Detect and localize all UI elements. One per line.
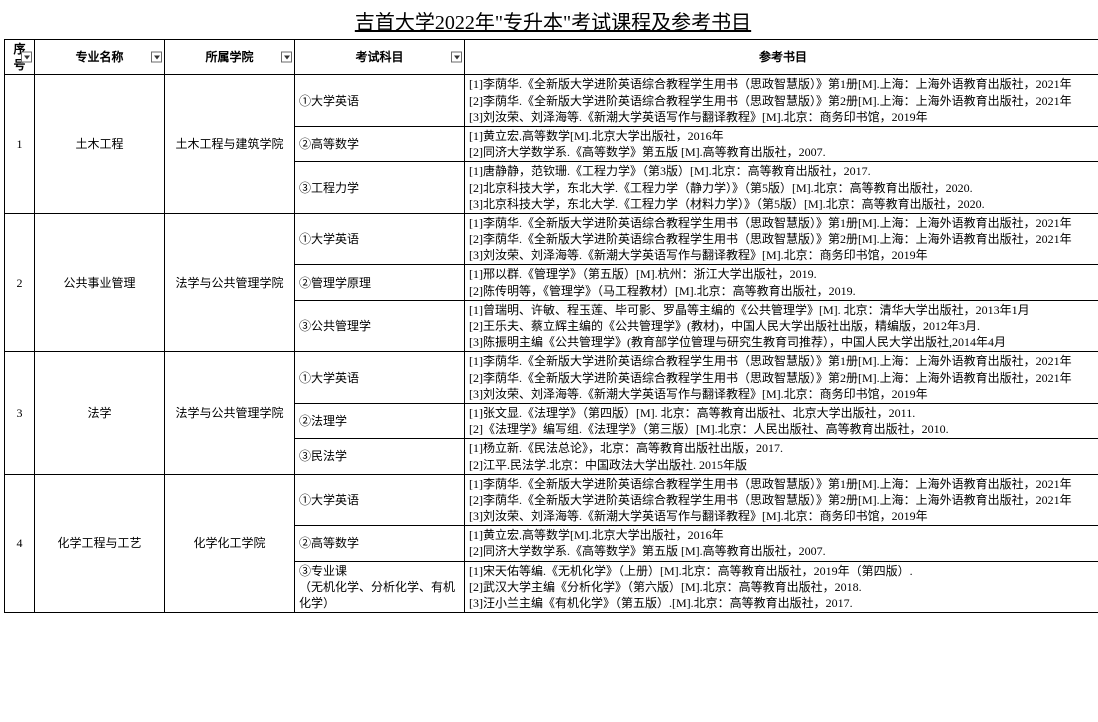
cell-ref: [1]张文显.《法理学》（第四版）[M]. 北京：高等教育出版社、北京大学出版社… — [465, 403, 1098, 438]
cell-subject: ②管理学原理 — [295, 265, 465, 300]
ref-line: [3]刘汝荣、刘泽海等.《新潮大学英语写作与翻译教程》[M].北京：商务印书馆，… — [469, 247, 1097, 263]
cell-subject: ①大学英语 — [295, 213, 465, 265]
cell-dept: 土木工程与建筑学院 — [165, 75, 295, 214]
filter-icon[interactable] — [451, 52, 462, 63]
cell-subject: ③民法学 — [295, 439, 465, 474]
cell-major: 化学工程与工艺 — [35, 474, 165, 613]
filter-icon[interactable] — [151, 52, 162, 63]
cell-dept: 法学与公共管理学院 — [165, 352, 295, 474]
cell-subject: ③公共管理学 — [295, 300, 465, 352]
cell-ref: [1]李荫华.《全新版大学进阶英语综合教程学生用书（思政智慧版）》第1册[M].… — [465, 75, 1098, 127]
ref-line: [1]黄立宏.高等数学[M].北京大学出版社，2016年 — [469, 128, 1097, 144]
header-major[interactable]: 专业名称 — [35, 40, 165, 75]
table-header-row: 序号 专业名称 所属学院 考试科目 参考书目 — [5, 40, 1098, 75]
ref-line: [1]杨立新.《民法总论》，北京：高等教育出版社出版，2017. — [469, 440, 1097, 456]
ref-line: [1]宋天佑等编.《无机化学》（上册）[M].北京：高等教育出版社，2019年（… — [469, 563, 1097, 579]
cell-major: 法学 — [35, 352, 165, 474]
ref-line: [1]李荫华.《全新版大学进阶英语综合教程学生用书（思政智慧版）》第1册[M].… — [469, 476, 1097, 492]
ref-line: [2]陈传明等，《管理学》（马工程教材）[M].北京：高等教育出版社，2019. — [469, 283, 1097, 299]
ref-line: [3]汪小兰主编《有机化学》（第五版）.[M].北京：高等教育出版社，2017. — [469, 595, 1097, 611]
ref-line: [3]北京科技大学，东北大学.《工程力学（材料力学）》（第5版）[M].北京：高… — [469, 196, 1097, 212]
cell-subject: ③专业课 （无机化学、分析化学、有机化学） — [295, 561, 465, 613]
ref-line: [1]李荫华.《全新版大学进阶英语综合教程学生用书（思政智慧版）》第1册[M].… — [469, 76, 1097, 92]
header-ref: 参考书目 — [465, 40, 1098, 75]
cell-ref: [1]李荫华.《全新版大学进阶英语综合教程学生用书（思政智慧版）》第1册[M].… — [465, 474, 1098, 526]
ref-line: [3]刘汝荣、刘泽海等.《新潮大学英语写作与翻译教程》[M].北京：商务印书馆，… — [469, 508, 1097, 524]
cell-major: 土木工程 — [35, 75, 165, 214]
course-table: 序号 专业名称 所属学院 考试科目 参考书目 1土木工程土木工程与建筑学院①大学… — [4, 39, 1098, 613]
page-title: 吉首大学2022年"专升本"考试课程及参考书目 — [4, 6, 1098, 35]
cell-subject: ①大学英语 — [295, 75, 465, 127]
ref-line: [1]唐静静，范钦珊.《工程力学》（第3版）[M].北京：高等教育出版社，201… — [469, 163, 1097, 179]
cell-ref: [1]李荫华.《全新版大学进阶英语综合教程学生用书（思政智慧版）》第1册[M].… — [465, 352, 1098, 404]
cell-subject: ②高等数学 — [295, 526, 465, 561]
cell-ref: [1]李荫华.《全新版大学进阶英语综合教程学生用书（思政智慧版）》第1册[M].… — [465, 213, 1098, 265]
cell-dept: 法学与公共管理学院 — [165, 213, 295, 352]
header-major-label: 专业名称 — [75, 50, 123, 64]
ref-line: [3]陈振明主编《公共管理学》(教育部学位管理与研究生教育司推荐），中国人民大学… — [469, 334, 1097, 350]
cell-subject: ①大学英语 — [295, 352, 465, 404]
cell-subject: ②高等数学 — [295, 126, 465, 161]
ref-line: [3]刘汝荣、刘泽海等.《新潮大学英语写作与翻译教程》[M].北京：商务印书馆，… — [469, 109, 1097, 125]
header-subject-label: 考试科目 — [355, 50, 403, 64]
table-row: 1土木工程土木工程与建筑学院①大学英语[1]李荫华.《全新版大学进阶英语综合教程… — [5, 75, 1098, 127]
cell-idx: 4 — [5, 474, 35, 613]
ref-line: [1]邢以群.《管理学》（第五版）[M].杭州：浙江大学出版社，2019. — [469, 266, 1097, 282]
cell-subject: ②法理学 — [295, 403, 465, 438]
ref-line: [1]李荫华.《全新版大学进阶英语综合教程学生用书（思政智慧版）》第1册[M].… — [469, 353, 1097, 369]
cell-ref: [1]黄立宏.高等数学[M].北京大学出版社，2016年[2]同济大学数学系.《… — [465, 526, 1098, 561]
ref-line: [2]李荫华.《全新版大学进阶英语综合教程学生用书（思政智慧版）》第2册[M].… — [469, 231, 1097, 247]
cell-idx: 2 — [5, 213, 35, 352]
ref-line: [2]王乐夫、蔡立辉主编的《公共管理学》(教材)，中国人民大学出版社出版，精编版… — [469, 318, 1097, 334]
filter-icon[interactable] — [21, 52, 32, 63]
header-ref-label: 参考书目 — [759, 50, 807, 64]
table-row: 3法学法学与公共管理学院①大学英语[1]李荫华.《全新版大学进阶英语综合教程学生… — [5, 352, 1098, 404]
filter-icon[interactable] — [281, 52, 292, 63]
header-dept[interactable]: 所属学院 — [165, 40, 295, 75]
header-subject[interactable]: 考试科目 — [295, 40, 465, 75]
table-row: 2公共事业管理法学与公共管理学院①大学英语[1]李荫华.《全新版大学进阶英语综合… — [5, 213, 1098, 265]
ref-line: [1]张文显.《法理学》（第四版）[M]. 北京：高等教育出版社、北京大学出版社… — [469, 405, 1097, 421]
cell-ref: [1]唐静静，范钦珊.《工程力学》（第3版）[M].北京：高等教育出版社，201… — [465, 162, 1098, 214]
cell-major: 公共事业管理 — [35, 213, 165, 352]
cell-ref: [1]杨立新.《民法总论》，北京：高等教育出版社出版，2017.[2]江平.民法… — [465, 439, 1098, 474]
ref-line: [2]《法理学》编写组.《法理学》（第三版）[M].北京：人民出版社、高等教育出… — [469, 421, 1097, 437]
ref-line: [3]刘汝荣、刘泽海等.《新潮大学英语写作与翻译教程》[M].北京：商务印书馆，… — [469, 386, 1097, 402]
ref-line: [2]武汉大学主编《分析化学》（第六版）[M].北京：高等教育出版社，2018. — [469, 579, 1097, 595]
header-idx[interactable]: 序号 — [5, 40, 35, 75]
cell-ref: [1]宋天佑等编.《无机化学》（上册）[M].北京：高等教育出版社，2019年（… — [465, 561, 1098, 613]
ref-line: [2]李荫华.《全新版大学进阶英语综合教程学生用书（思政智慧版）》第2册[M].… — [469, 93, 1097, 109]
cell-subject: ③工程力学 — [295, 162, 465, 214]
cell-ref: [1]邢以群.《管理学》（第五版）[M].杭州：浙江大学出版社，2019.[2]… — [465, 265, 1098, 300]
ref-line: [2]同济大学数学系.《高等数学》第五版 [M].高等教育出版社，2007. — [469, 144, 1097, 160]
header-dept-label: 所属学院 — [205, 50, 253, 64]
cell-dept: 化学化工学院 — [165, 474, 295, 613]
ref-line: [1]曾瑞明、许敏、程玉莲、毕可影、罗晶等主编的《公共管理学》[M]. 北京：清… — [469, 302, 1097, 318]
cell-subject: ①大学英语 — [295, 474, 465, 526]
ref-line: [1]黄立宏.高等数学[M].北京大学出版社，2016年 — [469, 527, 1097, 543]
cell-ref: [1]黄立宏.高等数学[M].北京大学出版社，2016年[2]同济大学数学系.《… — [465, 126, 1098, 161]
ref-line: [2]李荫华.《全新版大学进阶英语综合教程学生用书（思政智慧版）》第2册[M].… — [469, 370, 1097, 386]
cell-idx: 3 — [5, 352, 35, 474]
ref-line: [1]李荫华.《全新版大学进阶英语综合教程学生用书（思政智慧版）》第1册[M].… — [469, 215, 1097, 231]
ref-line: [2]江平.民法学.北京：中国政法大学出版社. 2015年版 — [469, 457, 1097, 473]
ref-line: [2]李荫华.《全新版大学进阶英语综合教程学生用书（思政智慧版）》第2册[M].… — [469, 492, 1097, 508]
ref-line: [2]同济大学数学系.《高等数学》第五版 [M].高等教育出版社，2007. — [469, 543, 1097, 559]
table-row: 4化学工程与工艺化学化工学院①大学英语[1]李荫华.《全新版大学进阶英语综合教程… — [5, 474, 1098, 526]
cell-ref: [1]曾瑞明、许敏、程玉莲、毕可影、罗晶等主编的《公共管理学》[M]. 北京：清… — [465, 300, 1098, 352]
cell-idx: 1 — [5, 75, 35, 214]
ref-line: [2]北京科技大学，东北大学.《工程力学（静力学）》（第5版）[M].北京：高等… — [469, 180, 1097, 196]
